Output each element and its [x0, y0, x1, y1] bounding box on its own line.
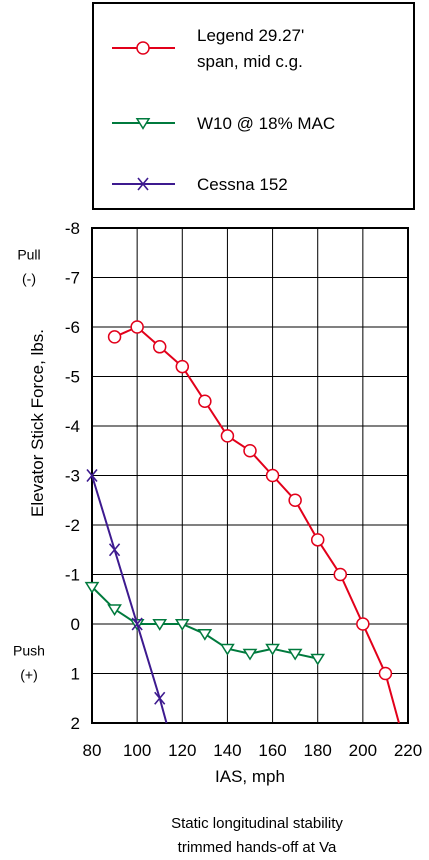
- legend-label-2: W10 @ 18% MAC: [197, 114, 335, 133]
- legend-label-1: Legend 29.27': [197, 26, 304, 45]
- x-tick-label: 160: [258, 741, 286, 760]
- legend-box: [92, 2, 415, 210]
- data-point-series-1: [152, 340, 167, 354]
- y-annotation-push: (+): [20, 667, 38, 683]
- data-point-series-3: [131, 617, 143, 631]
- x-tick-label: 140: [213, 741, 241, 760]
- data-point-series-1: [107, 330, 122, 344]
- data-point-series-2: [174, 619, 190, 631]
- y-tick-label: -7: [65, 269, 80, 288]
- y-tick-label: 1: [71, 665, 80, 684]
- y-tick-label: -1: [65, 566, 80, 585]
- legend-marker-3: [137, 177, 149, 191]
- data-point-series-3: [108, 543, 121, 557]
- legend: Legend 29.27' span, mid c.g. W10 @ 18% MAC…: [92, 2, 415, 210]
- data-point-series-1: [333, 567, 348, 582]
- data-point-series-2: [287, 648, 303, 661]
- y-annotation-push: Push: [13, 643, 45, 659]
- data-point-series-1: [265, 468, 280, 483]
- x-tick-label: 80: [83, 741, 102, 760]
- x-tick-label: 200: [349, 741, 377, 760]
- series-line-2: [91, 586, 318, 660]
- data-point-series-1: [198, 394, 212, 408]
- data-point-series-2: [107, 604, 122, 616]
- y-tick-label: -5: [65, 368, 80, 387]
- y-tick-label: -6: [65, 318, 80, 337]
- y-tick-label: 0: [71, 615, 80, 634]
- x-tick-label: 100: [123, 741, 151, 760]
- data-point-series-1: [130, 320, 144, 334]
- y-tick-label: -8: [65, 219, 80, 238]
- legend-label-3: Cessna 152: [197, 175, 288, 194]
- caption-line-2: trimmed hands-off at Va: [178, 839, 337, 856]
- data-point-series-2: [310, 653, 326, 666]
- data-point-series-2: [242, 648, 258, 661]
- axes: 80 100 120 140 160 180 200 220 -8 -7 -6 -5 -4 -3 -2 -1 0…: [13, 219, 422, 760]
- y-annotation-pull: (-): [22, 271, 36, 287]
- data-point-series-2: [84, 581, 100, 594]
- y-tick-label: -2: [65, 516, 80, 535]
- x-tick-label: 220: [394, 741, 422, 760]
- x-axis-label: IAS, mph: [215, 767, 285, 786]
- legend-label-1: span, mid c.g.: [197, 52, 303, 71]
- y-tick-label: 2: [71, 714, 80, 733]
- data-point-series-1: [220, 429, 235, 443]
- y-annotation-pull: Pull: [17, 247, 40, 263]
- y-tick-label: -4: [65, 417, 80, 436]
- y-axis-label: Elevator Stick Force, lbs.: [28, 329, 47, 517]
- y-tick-label: -3: [65, 467, 80, 486]
- data-point-series-3: [154, 691, 166, 705]
- plot-area: [84, 227, 409, 724]
- data-point-series-1: [175, 359, 190, 374]
- data-point-series-2: [152, 619, 168, 631]
- data-point-series-1: [310, 533, 325, 547]
- legend-marker-1: [136, 41, 150, 55]
- data-point-series-1: [243, 444, 257, 458]
- data-point-series-3: [86, 468, 98, 483]
- data-point-series-1: [378, 666, 393, 681]
- data-point-series-2: [220, 643, 235, 656]
- data-point-series-1: [356, 617, 370, 631]
- x-tick-label: 120: [168, 741, 196, 760]
- legend-marker-2: [135, 118, 151, 130]
- caption-line-1: Static longitudinal stability: [171, 815, 343, 832]
- data-point-series-2: [265, 643, 280, 656]
- data-point-series-2: [197, 628, 213, 641]
- x-tick-label: 180: [304, 741, 332, 760]
- data-point-series-1: [288, 493, 302, 507]
